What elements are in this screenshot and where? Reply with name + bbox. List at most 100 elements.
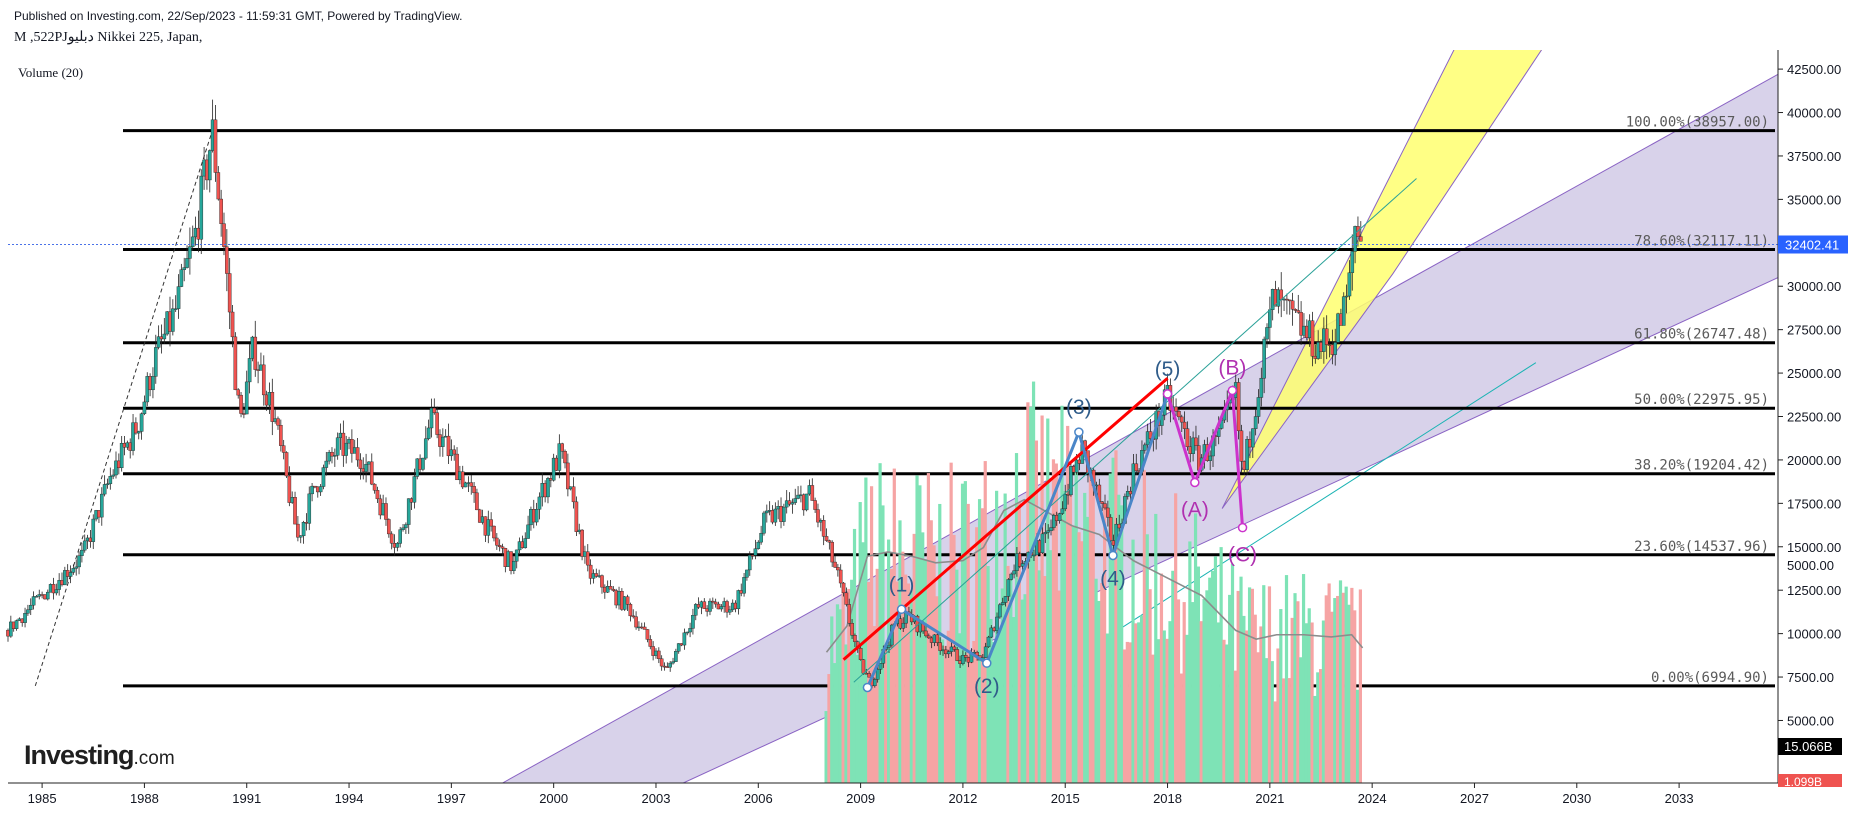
candle-body	[324, 460, 329, 468]
volume-bar	[1040, 415, 1044, 783]
candle-body	[1245, 439, 1249, 470]
volume-bar	[1293, 593, 1297, 783]
candle-body	[1049, 527, 1053, 531]
volume-bar	[1054, 463, 1058, 783]
candle-body	[225, 246, 229, 274]
volume-bar	[1043, 576, 1047, 783]
candle-body	[1003, 596, 1008, 603]
candle-body	[369, 461, 374, 485]
volume-bar	[1142, 470, 1147, 783]
candle-body	[412, 476, 417, 503]
candle-body	[45, 591, 50, 600]
candle-body	[1262, 338, 1266, 379]
price-tick-label: 25000.00	[1787, 366, 1841, 381]
candle-body	[946, 651, 951, 655]
volume-bar	[878, 463, 882, 783]
price-tick-label: 7500.00	[1787, 670, 1834, 685]
volume-bar	[1273, 701, 1277, 783]
volume-bar	[872, 626, 877, 783]
candle-body	[685, 631, 690, 634]
candle-body	[796, 494, 800, 499]
price-tick-label: 12500.00	[1787, 583, 1841, 598]
volume-bar	[1327, 583, 1331, 783]
candle-body	[878, 663, 883, 670]
candle-body	[1285, 298, 1289, 301]
volume-bar	[1063, 490, 1067, 783]
candle-body	[176, 286, 181, 309]
volume-bar	[1171, 570, 1175, 783]
candle-body	[674, 651, 678, 662]
volume-bar	[977, 499, 982, 783]
volume-bar	[1014, 453, 1019, 783]
volume-bar	[887, 539, 891, 783]
candle-body	[426, 427, 431, 439]
fib-level-label: 23.60%(14537.96)	[1634, 539, 1769, 555]
volume-bar	[943, 645, 948, 783]
volume-tick-label: 5000.00	[1787, 558, 1834, 573]
volume-bar	[1282, 678, 1286, 783]
volume-bar	[1134, 623, 1138, 783]
candle-body	[9, 621, 13, 637]
volume-bar	[1085, 516, 1090, 783]
volume-bar	[921, 532, 925, 783]
price-tick-label: 20000.00	[1787, 453, 1841, 468]
volume-bar	[833, 663, 837, 783]
investing-logo[interactable]: Investing.com	[24, 740, 175, 771]
volume-bar	[955, 569, 959, 783]
time-tick-label: 1985	[28, 791, 57, 806]
candle-body	[571, 486, 576, 503]
volume-bar	[1196, 566, 1200, 783]
candle-body	[773, 508, 778, 523]
volume-bar	[1151, 654, 1155, 783]
candle-body	[441, 436, 445, 447]
candle-body	[998, 604, 1002, 618]
candle-body	[54, 589, 59, 594]
candle-body	[585, 551, 590, 566]
candle-body	[836, 567, 840, 571]
time-tick-label: 2033	[1665, 791, 1694, 806]
impulse-wave-label: (3)	[1066, 396, 1092, 419]
candle-body	[313, 485, 317, 488]
candle-body	[14, 620, 19, 629]
candle-body	[588, 564, 593, 579]
candle-body	[736, 590, 741, 610]
candle-body	[901, 622, 906, 629]
volume-bar	[1037, 570, 1041, 783]
volume-bar	[1213, 556, 1218, 783]
volume-bar	[1287, 678, 1291, 783]
candle-body	[1250, 428, 1255, 448]
candle-body	[82, 540, 87, 551]
volume-bar	[1230, 563, 1235, 783]
time-tick-label: 1988	[130, 791, 159, 806]
last-volume-secondary-tag	[1778, 774, 1842, 787]
volume-bar	[1205, 590, 1209, 783]
candle-body	[239, 394, 243, 414]
volume-bar	[997, 632, 1002, 783]
candle-body	[961, 655, 965, 664]
candle-body	[924, 630, 928, 637]
candle-body	[580, 529, 584, 557]
candle-body	[111, 474, 115, 477]
volume-bar	[1222, 639, 1226, 783]
impulse-wave-point	[1108, 550, 1118, 561]
candle-body	[153, 347, 158, 377]
volume-bar	[935, 596, 939, 783]
candle-body	[1290, 300, 1295, 310]
candle-body	[1182, 421, 1187, 429]
candle-body	[793, 498, 798, 503]
volume-bar	[958, 633, 962, 783]
volume-bar	[1117, 494, 1121, 783]
candle-body	[190, 236, 195, 247]
candle-body	[762, 512, 766, 534]
candle-body	[327, 451, 331, 462]
volume-bar	[1182, 602, 1186, 783]
volume-bar	[1211, 570, 1215, 783]
volume-bar	[1137, 622, 1141, 783]
volume-bar	[1188, 541, 1192, 783]
candle-body	[765, 510, 769, 514]
candle-body	[955, 649, 960, 661]
corrective-wave-label: (C)	[1228, 544, 1257, 567]
candle-body	[657, 650, 661, 659]
candle-body	[671, 661, 675, 664]
